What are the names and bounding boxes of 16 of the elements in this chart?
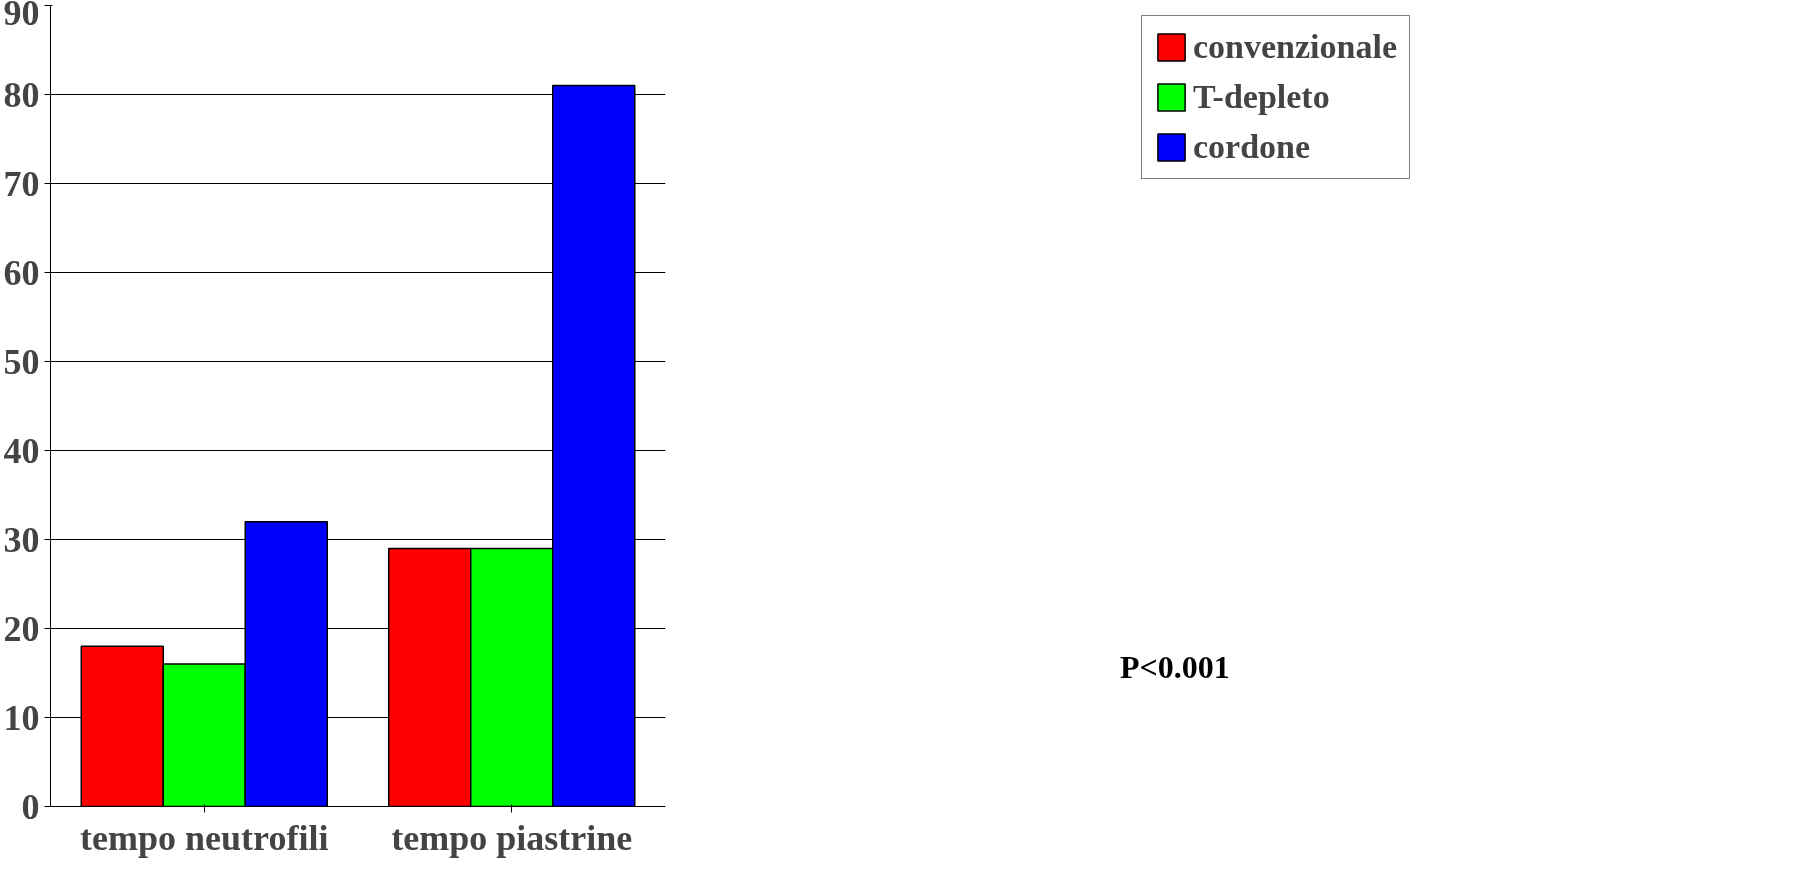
x-tick-label: tempo piastrine: [391, 817, 633, 858]
y-tick-label: 80: [3, 74, 40, 115]
legend-label: T-depleto: [1193, 78, 1330, 116]
y-tick-label: 60: [3, 252, 40, 293]
y-tick-label: 40: [3, 430, 40, 471]
y-tick-label: 20: [3, 608, 40, 649]
y-tick-label: 10: [3, 697, 40, 738]
y-tick-label: 0: [21, 786, 40, 827]
legend-label: convenzionale: [1193, 28, 1397, 66]
y-tick-label: 30: [3, 519, 40, 560]
y-tick-label: 50: [3, 341, 40, 382]
x-tick-label: tempo neutrofili: [80, 817, 329, 858]
y-tick-label: 90: [3, 0, 40, 33]
text: P<0.001: [1120, 648, 1230, 687]
y-tick-label: 70: [3, 163, 40, 204]
legend-label: cordone: [1193, 128, 1311, 166]
